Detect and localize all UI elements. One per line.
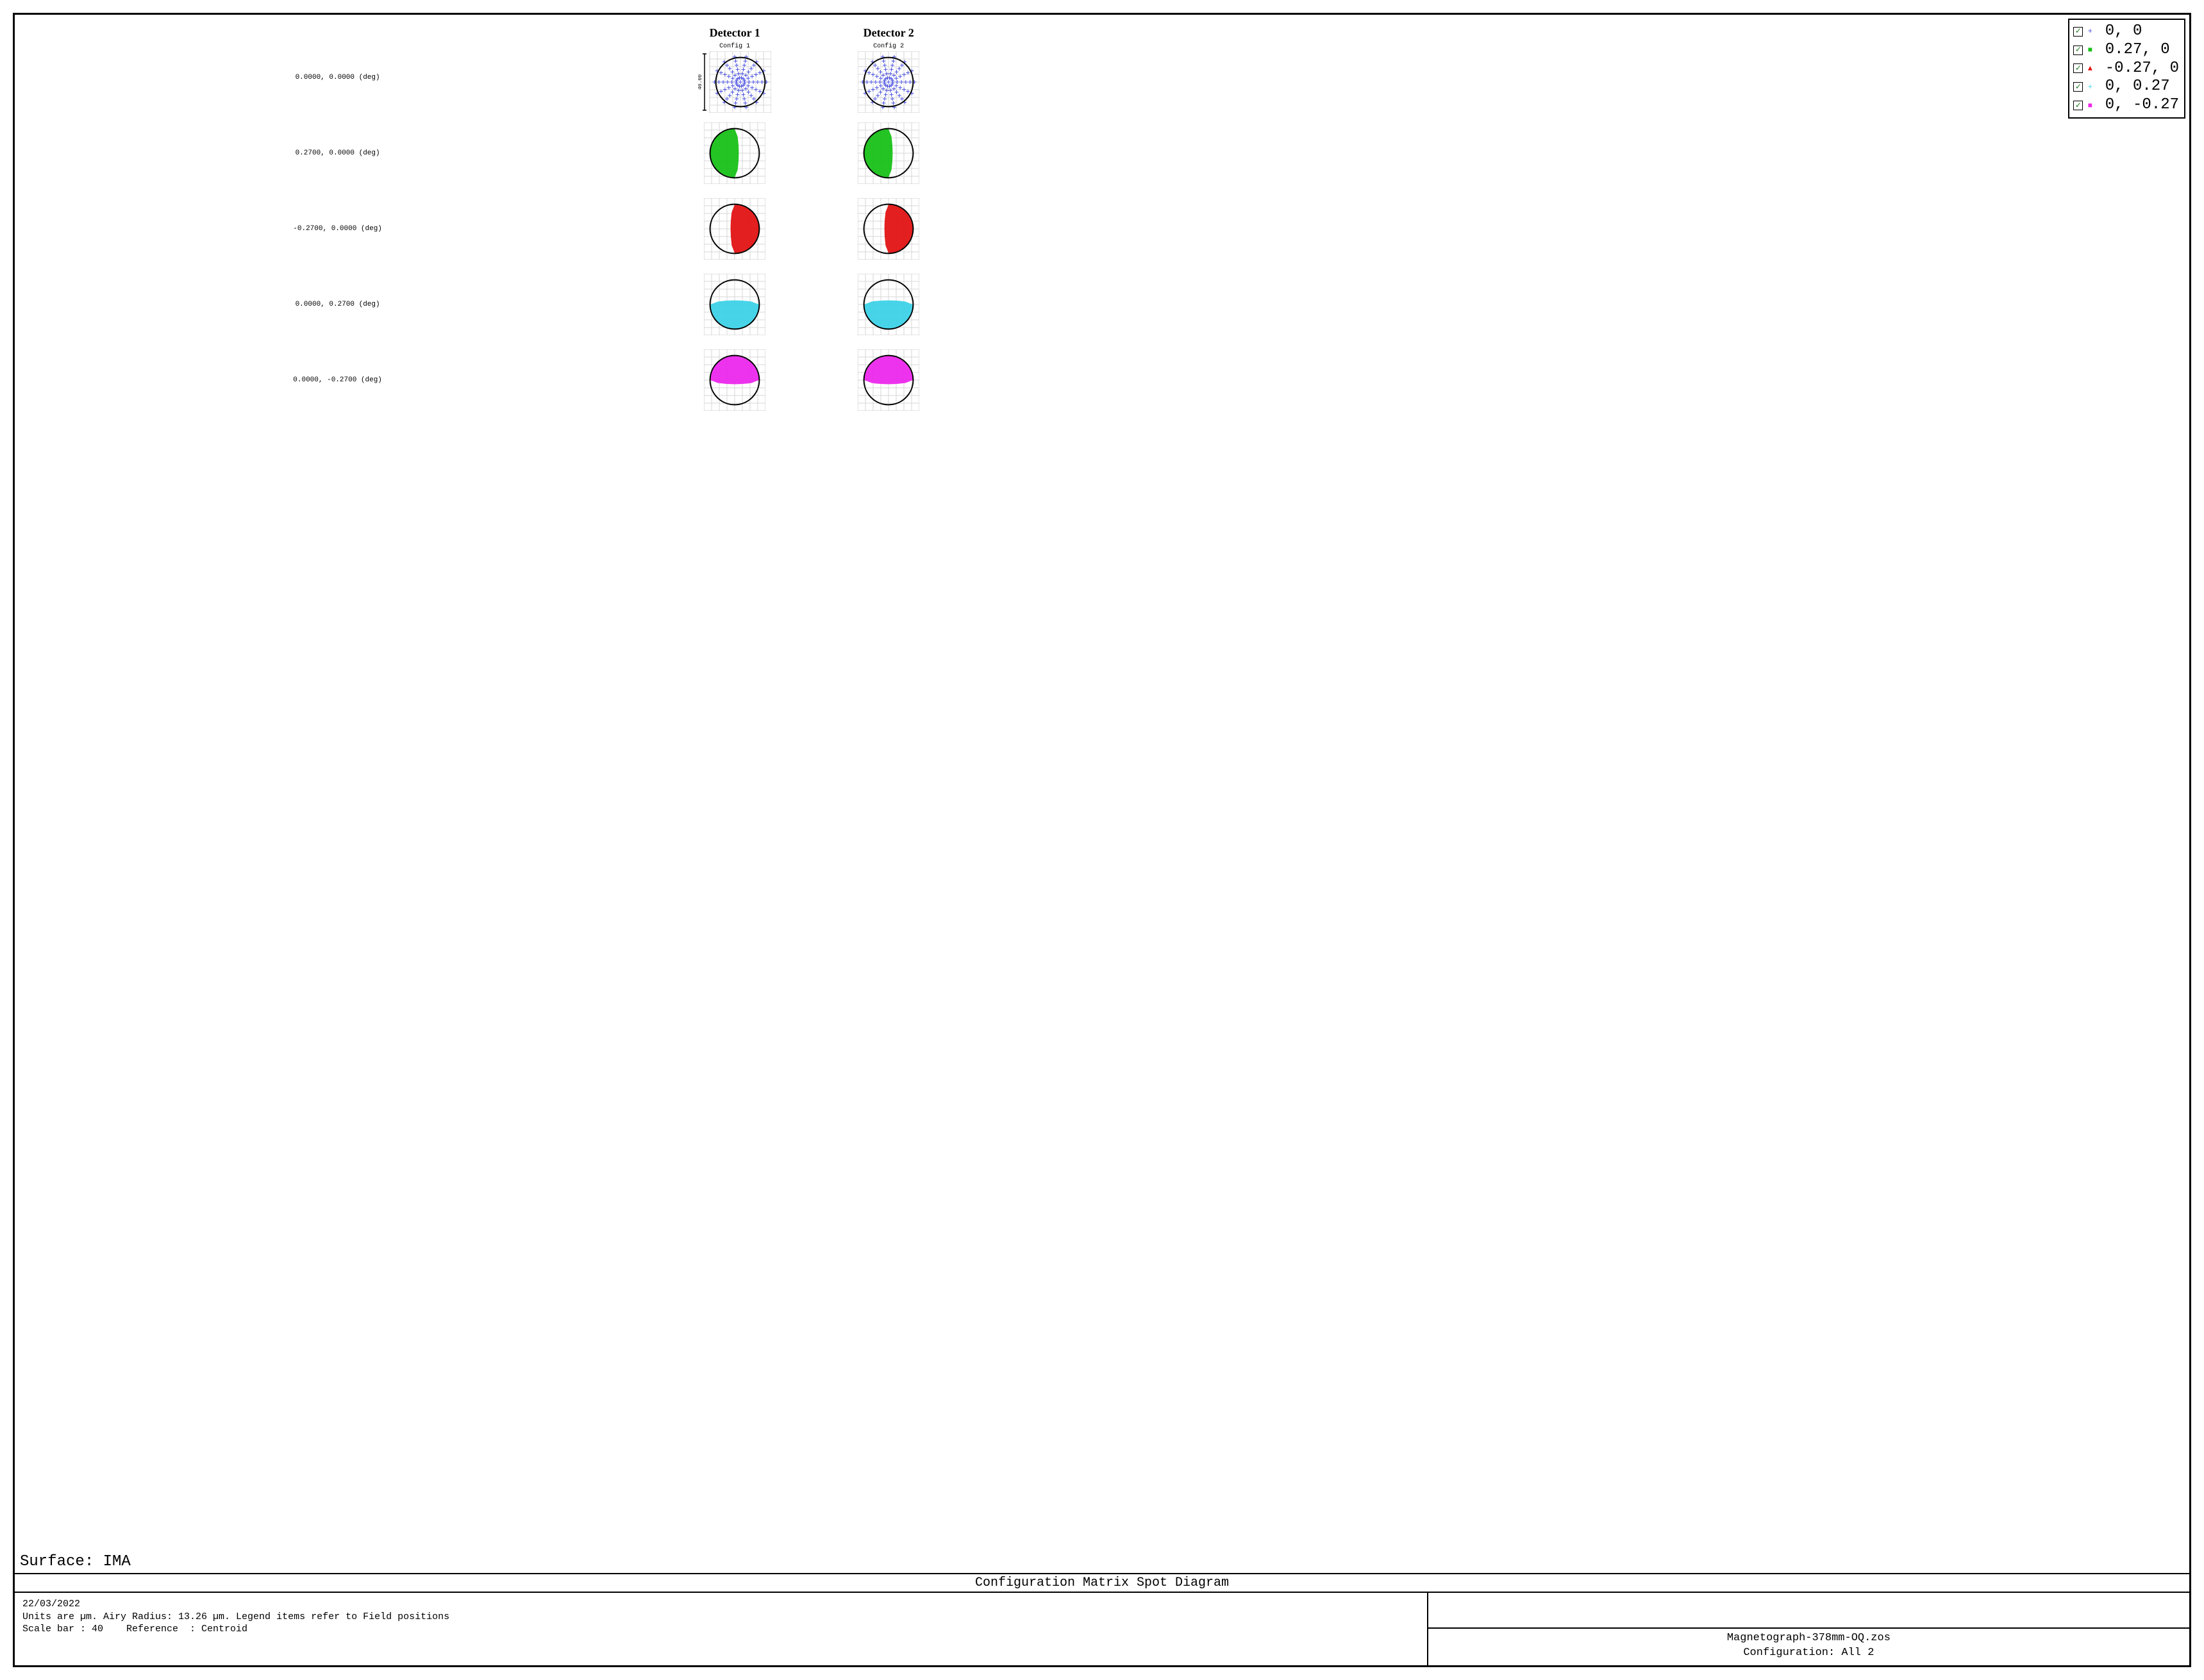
spot-cell (824, 349, 953, 411)
legend-item: ✓▲ -0.27, 0 (2073, 60, 2179, 78)
spot-cell: Config 1 40.00 (671, 43, 799, 113)
spot-grid: 0.0000, 0.0000 (deg)Config 140.00Config … (24, 40, 2180, 418)
legend-checkbox-icon: ✓ (2073, 46, 2083, 55)
legend-item: ✓■ 0.27, 0 (2073, 41, 2179, 60)
spot-cell (671, 274, 799, 335)
spot-cell (824, 274, 953, 335)
surface-label: Surface: IMA (15, 1553, 2189, 1573)
legend-checkbox-icon: ✓ (2073, 27, 2083, 37)
footer-right-empty (1428, 1593, 2189, 1629)
field-angle-label: 0.2700, 0.0000 (deg) (24, 149, 671, 157)
spot-diagram-icon (858, 198, 919, 260)
plot-area: ✓+ 0, 0✓■ 0.27, 0✓▲ -0.27, 0✓+ 0, 0.27✓■… (15, 15, 2189, 1553)
spot-diagram-icon (858, 51, 919, 113)
config-label: Config 2 (873, 43, 904, 50)
scale-bar-label: 40.00 (698, 74, 703, 89)
field-angle-label: 0.0000, 0.0000 (deg) (24, 74, 671, 81)
spot-diagram-icon (704, 122, 765, 184)
spot-diagram-icon (858, 349, 919, 411)
spot-cell (671, 122, 799, 184)
legend-marker-icon: ■ (2086, 46, 2094, 54)
spot-cell (824, 198, 953, 260)
spot-cell: Config 2 (824, 43, 953, 113)
legend-text: 0.27, 0 (2096, 41, 2169, 60)
spot-cell (671, 198, 799, 260)
spot-cell (824, 122, 953, 184)
legend-marker-icon: + (2086, 83, 2094, 91)
detector-header: Detector 2 (824, 26, 953, 40)
legend-marker-icon: ■ (2086, 102, 2094, 110)
field-angle-label: -0.2700, 0.0000 (deg) (24, 225, 671, 233)
field-angle-label: 0.0000, -0.2700 (deg) (24, 376, 671, 384)
spot-diagram-frame: ✓+ 0, 0✓■ 0.27, 0✓▲ -0.27, 0✓+ 0, 0.27✓■… (13, 13, 2191, 1667)
legend-checkbox-icon: ✓ (2073, 82, 2083, 92)
footer-info-left: 22/03/2022 Units are µm. Airy Radius: 13… (15, 1593, 1428, 1665)
spot-cell (671, 349, 799, 411)
column-headers: Detector 1 Detector 2 (671, 26, 2180, 40)
legend-item: ✓+ 0, 0.27 (2073, 78, 2179, 96)
legend-text: 0, -0.27 (2096, 96, 2179, 115)
spot-diagram-icon (858, 122, 919, 184)
legend-text: 0, 0 (2096, 22, 2142, 41)
legend-text: 0, 0.27 (2096, 78, 2169, 96)
legend-item: ✓■ 0, -0.27 (2073, 96, 2179, 115)
legend-item: ✓+ 0, 0 (2073, 22, 2179, 41)
spot-diagram-icon (704, 349, 765, 411)
footer: 22/03/2022 Units are µm. Airy Radius: 13… (15, 1593, 2189, 1665)
legend-checkbox-icon: ✓ (2073, 63, 2083, 73)
legend-text: -0.27, 0 (2096, 60, 2179, 78)
config-label: Config 1 (719, 43, 750, 50)
field-angle-label: 0.0000, 0.2700 (deg) (24, 301, 671, 308)
diagram-title: Configuration Matrix Spot Diagram (15, 1573, 2189, 1593)
legend-checkbox-icon: ✓ (2073, 101, 2083, 110)
legend-box: ✓+ 0, 0✓■ 0.27, 0✓▲ -0.27, 0✓+ 0, 0.27✓■… (2068, 19, 2185, 119)
footer-file-info: Magnetograph-378mm-OQ.zosConfiguration: … (1428, 1629, 2189, 1665)
legend-marker-icon: + (2086, 28, 2094, 35)
spot-diagram-icon (704, 274, 765, 335)
spot-diagram-icon: 40.00 (698, 51, 771, 113)
spot-diagram-icon (704, 198, 765, 260)
legend-marker-icon: ▲ (2086, 65, 2094, 72)
detector-header: Detector 1 (671, 26, 799, 40)
spot-diagram-icon (858, 274, 919, 335)
